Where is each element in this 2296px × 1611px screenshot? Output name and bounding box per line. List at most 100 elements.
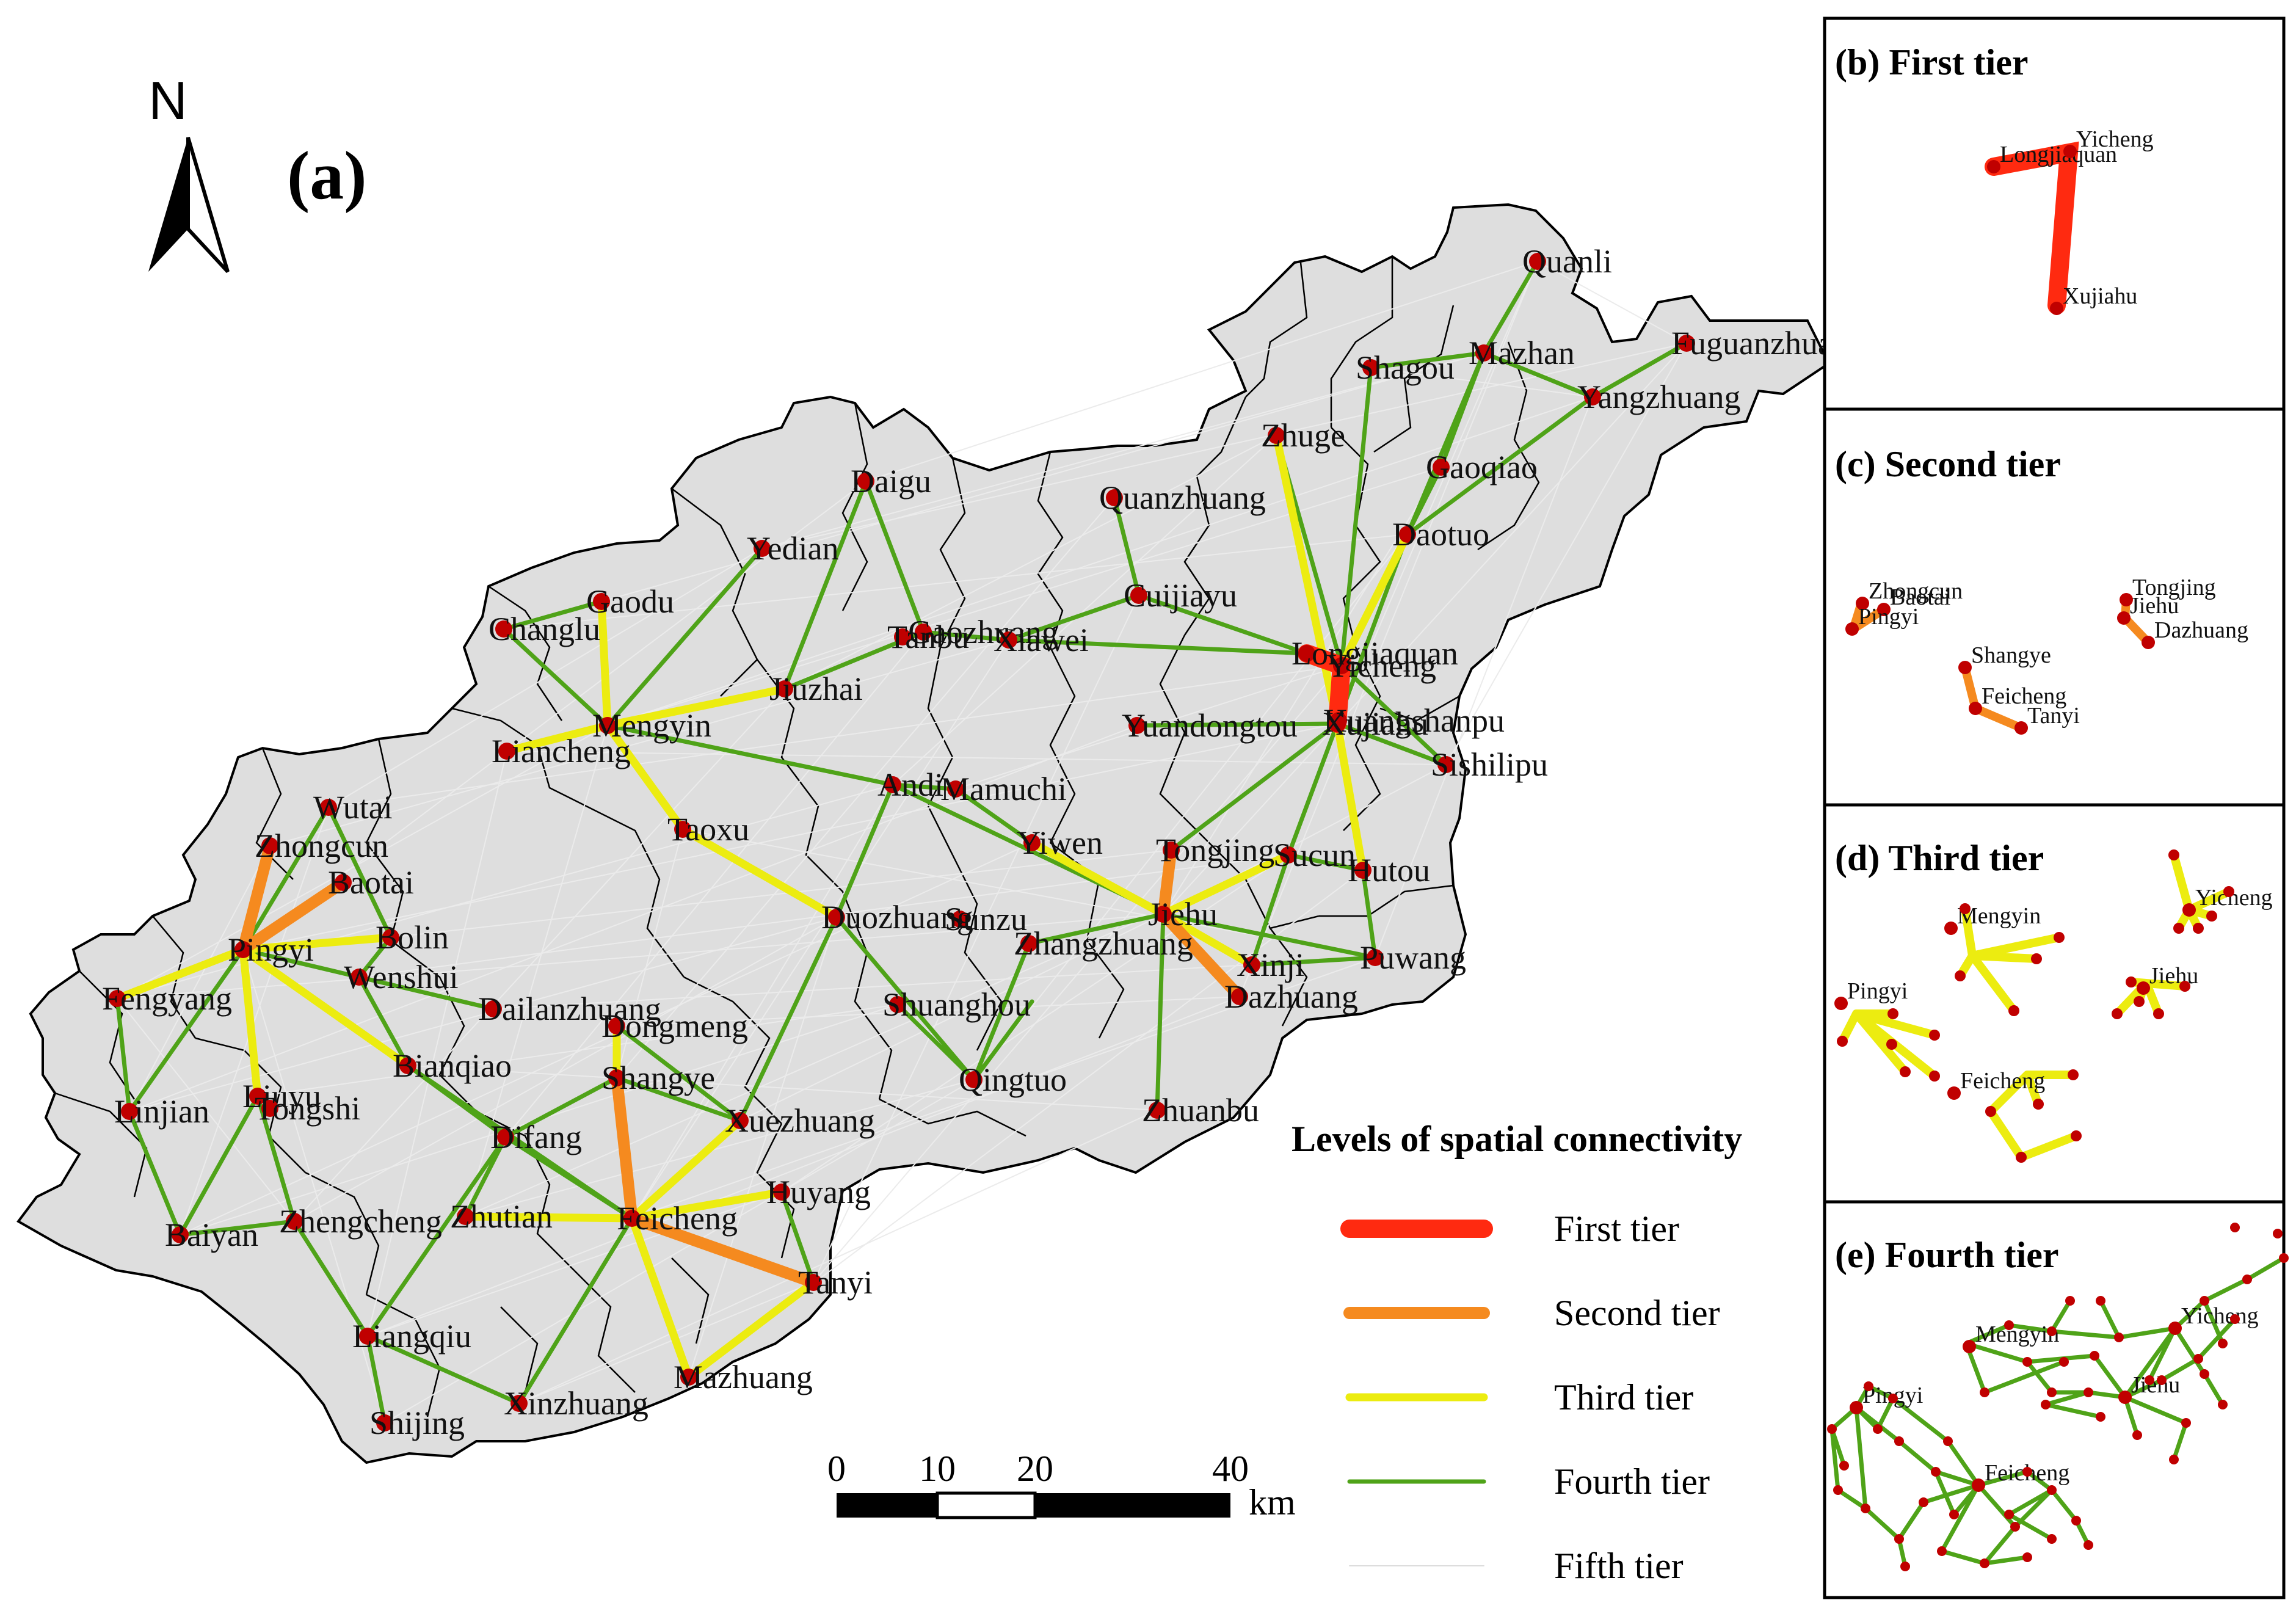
town-zhutian: Zhutian: [450, 1198, 553, 1235]
town-marker: [623, 1210, 641, 1227]
town-marker: [485, 1000, 502, 1017]
panel-town-yicheng: Yicheng: [2182, 885, 2273, 917]
town-label: Puwang: [1360, 939, 1466, 976]
town-marker: [1333, 657, 1350, 674]
town-tanbu: Tanbu: [887, 619, 969, 655]
town-liangqiu: Liangqiu: [352, 1318, 471, 1355]
town-liancheng: Liancheng: [492, 733, 631, 769]
town-label: Zhangzhuang: [1014, 925, 1193, 962]
panel-town-label: Yicheng: [2195, 885, 2273, 911]
panel-e-nodes: [1827, 1223, 2289, 1571]
town-label: Feicheng: [617, 1200, 738, 1237]
town-marker: [249, 1088, 266, 1105]
town-label: Jiehu: [1148, 896, 1218, 933]
town-mazhan: Mazhan: [1469, 335, 1575, 371]
town-label: Gaoqiao: [1426, 449, 1538, 485]
panel-town-marker: [1877, 603, 1891, 616]
town-marker: [951, 911, 968, 928]
town-linjian: Linjian: [114, 1093, 209, 1130]
town-yangzhuang: Yangzhuang: [1577, 379, 1741, 415]
panel-e-title: (e) Fourth tier: [1835, 1235, 2059, 1275]
town-marker: [1437, 756, 1455, 773]
town-marker: [884, 776, 901, 793]
town-label: Taoxu: [667, 811, 749, 848]
town-label: Andi: [877, 766, 943, 803]
town-marker: [947, 780, 964, 798]
town-shagou: Shagou: [1356, 349, 1455, 386]
panel-town-marker: [2050, 302, 2063, 315]
panel-town-zhongcun: Zhongcun: [1856, 578, 1963, 610]
town-shangye: Shangye: [601, 1060, 715, 1096]
panel-town-marker: [1845, 622, 1859, 636]
town-mamuchi: Mamuchi: [940, 771, 1067, 807]
town-sunzu: Sunzu: [945, 901, 1027, 937]
panel-town-marker: [1850, 1401, 1863, 1414]
town-gaoqiao: Gaoqiao: [1426, 449, 1538, 485]
panel-c-frame: [1823, 407, 2286, 807]
town-daigu: Daigu: [851, 463, 931, 500]
panel-town-mengyin: Mengyin: [1944, 903, 2041, 935]
town-marker: [889, 996, 906, 1013]
town-label: Wenshui: [344, 959, 459, 995]
town-marker: [495, 620, 512, 638]
town-tanyi: Tanyi: [798, 1264, 873, 1301]
town-marker: [599, 717, 616, 734]
town-label: Longjiaquan: [1292, 635, 1458, 672]
town-label: Daotuo: [1392, 516, 1489, 553]
town-yuandongtou: Yuandongtou: [1122, 707, 1298, 744]
north-letter: N: [148, 70, 187, 131]
town-andi: Andi: [877, 766, 943, 803]
town-zhengcheng: Zhengcheng: [279, 1203, 442, 1240]
panel-town-label: Mengyin: [1975, 1322, 2059, 1347]
inset-panels: (b) First tier (c) Second tier (d) Third…: [1823, 16, 2289, 1599]
panel-town-label: Xujiahu: [2063, 283, 2137, 309]
town-mengyin: Mengyin: [592, 707, 711, 744]
panel-town-label: Jiehu: [2149, 963, 2198, 989]
town-marker: [1128, 717, 1146, 734]
town-label: Quanli: [1522, 243, 1612, 280]
town-label: Yangzhuang: [1577, 379, 1741, 415]
town-label: Jiuzhai: [769, 671, 863, 707]
town-wenshui: Wenshui: [344, 959, 459, 995]
town-quanli: Quanli: [1522, 243, 1612, 280]
scale-tick-40: 40: [1212, 1449, 1249, 1489]
town-marker: [172, 1226, 189, 1243]
town-quanzhuang: Quanzhuang: [1099, 479, 1266, 516]
town-marker: [1298, 645, 1315, 662]
panel-town-layer: LongjiaquanYichengXujiahuZhongcunBaotaiP…: [1834, 126, 2273, 1492]
panel-town-marker: [1856, 597, 1869, 610]
town-marker: [608, 1069, 625, 1086]
town-marker: [510, 1395, 528, 1412]
town-feicheng: Feicheng: [617, 1200, 738, 1237]
panel-town-marker: [2168, 1322, 2182, 1335]
town-marker: [234, 941, 252, 958]
town-marker: [1023, 834, 1041, 851]
panel-town-feicheng: Feicheng: [1947, 1068, 2045, 1100]
panel-e-frame: [1823, 1200, 2286, 1599]
town-difang: Difang: [490, 1119, 582, 1155]
town-jiuzhai: Jiuzhai: [769, 671, 863, 707]
town-label: Zhongcun: [255, 827, 388, 864]
town-label: Huangshanpu: [1323, 702, 1505, 739]
panel-town-label: Jiehu: [2131, 1372, 2180, 1398]
town-marker: [1433, 459, 1450, 476]
town-label: Yicheng: [1326, 647, 1436, 684]
panel-town-label: Shangye: [1971, 642, 2051, 668]
town-label: Mamuchi: [940, 771, 1067, 807]
town-marker: [857, 473, 874, 490]
town-marker: [1130, 587, 1147, 604]
town-label: Duozhuang: [821, 899, 973, 936]
town-label: Mazhuang: [674, 1359, 813, 1395]
panel-town-yicheng: Yicheng: [2168, 1303, 2259, 1335]
fourth-tier-links: [115, 259, 1689, 1425]
town-marker: [286, 1213, 303, 1230]
panel-town-label: Feicheng: [1982, 683, 2066, 709]
town-cuijiayu: Cuijiayu: [1124, 577, 1237, 614]
town-marker: [1231, 988, 1248, 1005]
town-label: Tanbu: [887, 619, 969, 655]
panel-town-yicheng: Yicheng: [2063, 126, 2154, 158]
town-label: Tongshi: [255, 1090, 360, 1127]
town-baotai: Baotai: [328, 864, 414, 901]
